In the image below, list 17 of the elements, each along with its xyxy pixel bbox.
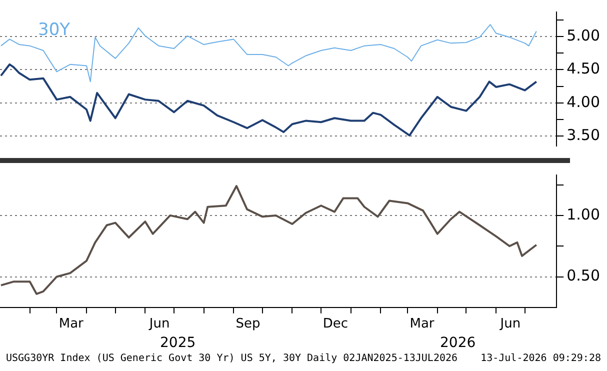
y-tick-label: 5.00 bbox=[566, 26, 600, 44]
y-tick-label: 3.50 bbox=[566, 126, 600, 144]
y-tick-label: 0.50 bbox=[566, 266, 600, 285]
text: USGG30YR Index (US Generic Govt 30 Yr) US 5Y, 30Y Daily 02JAN2025-13JUL2026 bbox=[6, 353, 458, 364]
x-tick-label: Sep bbox=[236, 316, 260, 332]
y-tick-label: 4.50 bbox=[566, 60, 600, 78]
x-tick-label: Jun bbox=[148, 316, 170, 332]
text: 2026 bbox=[440, 335, 476, 351]
y-tick-label: 1.00 bbox=[566, 205, 600, 224]
x-tick-label: Mar bbox=[58, 316, 84, 332]
text: 2025 bbox=[160, 335, 196, 351]
series-label: 30Y bbox=[38, 20, 71, 40]
text: 13-Jul-2026 09:29:28 bbox=[480, 353, 601, 364]
x-tick-label: Mar bbox=[410, 316, 435, 332]
y-tick-label: 4.00 bbox=[566, 92, 600, 111]
x-tick-label: Jun bbox=[499, 316, 521, 332]
x-tick-label: Dec bbox=[322, 316, 348, 332]
